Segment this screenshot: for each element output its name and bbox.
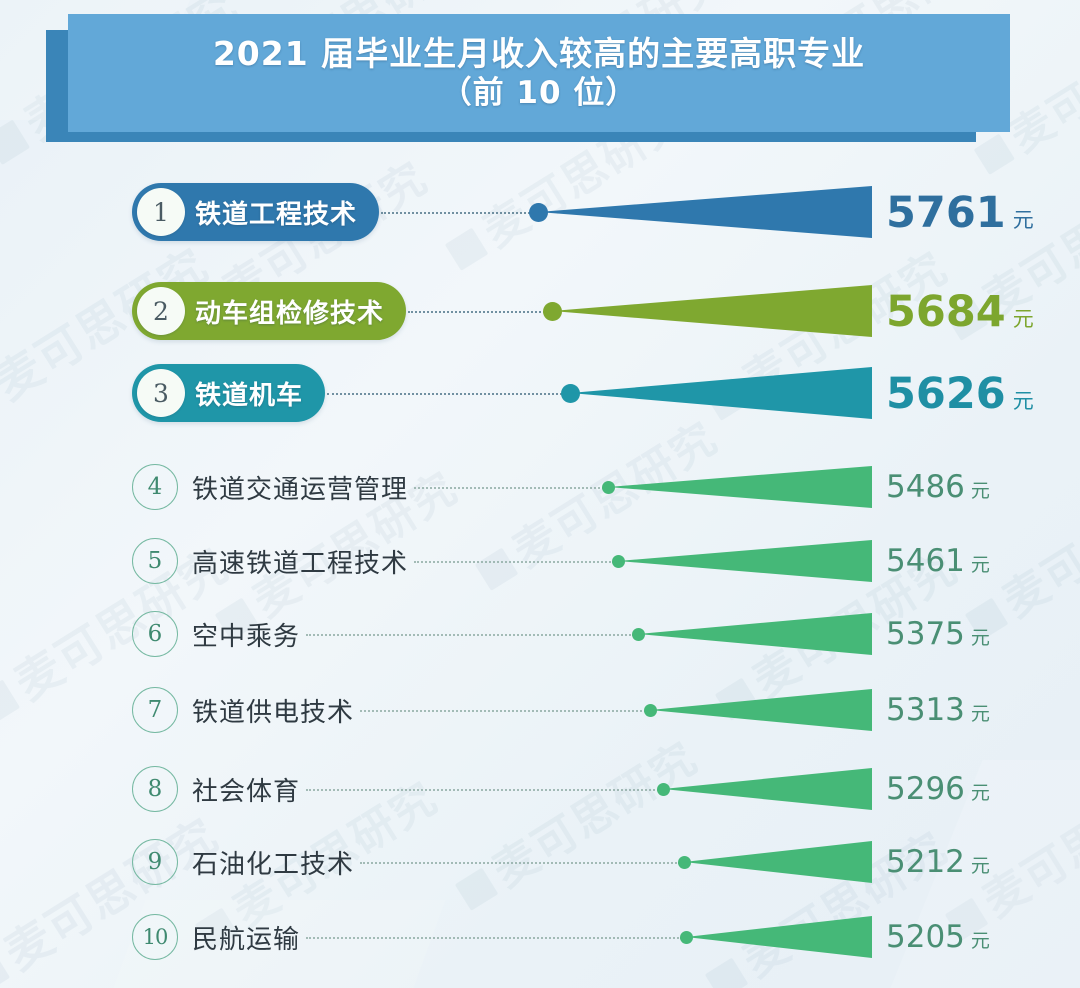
value-number: 5313: [886, 692, 965, 728]
value-wedge: [638, 608, 872, 660]
value-label: 5212 元: [886, 844, 990, 880]
leader-line: [414, 561, 614, 565]
rank-plain[interactable]: 7 铁道供电技术: [132, 683, 354, 737]
rank-pill[interactable]: 3 铁道机车: [132, 364, 326, 422]
rank-badge: 4: [132, 464, 178, 510]
page-title-line2: （前 10 位）: [440, 74, 638, 111]
value-label: 5296 元: [886, 771, 990, 807]
rank-badge: 9: [132, 839, 178, 885]
row-label[interactable]: 7 铁道供电技术: [132, 683, 354, 737]
major-name: 社会体育: [192, 775, 301, 806]
value-number: 5761: [886, 188, 1006, 238]
value-label: 5761 元: [886, 188, 1034, 238]
rank-plain[interactable]: 9 石油化工技术: [132, 835, 354, 889]
leader-line: [414, 487, 604, 491]
major-name: 民航运输: [192, 923, 301, 954]
value-label: 5313 元: [886, 692, 990, 728]
leader-line: [306, 937, 682, 941]
rank-badge: 8: [132, 766, 178, 812]
value-unit: 元: [970, 703, 990, 725]
leader-line: [408, 311, 548, 315]
value-wedge: [650, 684, 872, 736]
rank-pill[interactable]: 2 动车组检修技术: [132, 282, 407, 340]
row-label[interactable]: 1 铁道工程技术: [132, 183, 380, 241]
value-wedge: [684, 836, 872, 888]
title-banner: 2021 届毕业生月收入较高的主要高职专业 （前 10 位）: [46, 14, 1010, 142]
rank-badge: 1: [137, 188, 185, 236]
row-label[interactable]: 5 高速铁道工程技术: [132, 534, 408, 588]
value-number: 5296: [886, 771, 965, 807]
value-label: 5626 元: [886, 369, 1034, 419]
banner-body: 2021 届毕业生月收入较高的主要高职专业 （前 10 位）: [68, 14, 1010, 132]
rank-plain[interactable]: 4 铁道交通运营管理: [132, 460, 408, 514]
major-name: 铁道交通运营管理: [192, 473, 409, 504]
rank-badge: 2: [137, 287, 185, 335]
row-label[interactable]: 4 铁道交通运营管理: [132, 460, 408, 514]
leader-line: [306, 789, 659, 793]
value-label: 5486 元: [886, 469, 990, 505]
major-name: 铁道机车: [195, 379, 304, 410]
value-unit: 元: [1012, 307, 1034, 331]
major-name: 动车组检修技术: [195, 297, 385, 328]
major-name: 空中乘务: [192, 620, 301, 651]
leader-line: [306, 634, 634, 638]
value-unit: 元: [970, 782, 990, 804]
rank-badge: 7: [132, 687, 178, 733]
rank-badge: 5: [132, 538, 178, 584]
value-number: 5684: [886, 287, 1006, 337]
value-unit: 元: [970, 554, 990, 576]
value-number: 5486: [886, 469, 965, 505]
value-unit: 元: [1012, 389, 1034, 413]
row-label[interactable]: 10 民航运输: [132, 910, 300, 964]
rank-plain[interactable]: 8 社会体育: [132, 762, 300, 816]
major-name: 石油化工技术: [192, 848, 355, 879]
row-label[interactable]: 9 石油化工技术: [132, 835, 354, 889]
rank-badge: 6: [132, 611, 178, 657]
value-unit: 元: [970, 627, 990, 649]
value-number: 5205: [886, 919, 965, 955]
value-unit: 元: [970, 480, 990, 502]
row-label[interactable]: 8 社会体育: [132, 762, 300, 816]
page-title-line1: 2021 届毕业生月收入较高的主要高职专业: [212, 33, 866, 73]
leader-line: [327, 393, 566, 397]
value-wedge: [618, 535, 872, 587]
value-label: 5461 元: [886, 543, 990, 579]
value-label: 5375 元: [886, 616, 990, 652]
row-label[interactable]: 3 铁道机车: [132, 364, 326, 422]
value-label: 5205 元: [886, 919, 990, 955]
value-label: 5684 元: [886, 287, 1034, 337]
value-unit: 元: [970, 855, 990, 877]
rank-plain[interactable]: 10 民航运输: [132, 910, 300, 964]
major-name: 铁道供电技术: [192, 696, 355, 727]
value-wedge: [538, 180, 872, 244]
rank-plain[interactable]: 6 空中乘务: [132, 607, 300, 661]
rank-plain[interactable]: 5 高速铁道工程技术: [132, 534, 408, 588]
rank-badge: 3: [137, 369, 185, 417]
value-wedge: [570, 361, 872, 425]
value-wedge: [663, 763, 872, 815]
rank-badge: 10: [132, 914, 178, 960]
watermark-text: 麦可思研究: [444, 723, 708, 921]
major-name: 铁道工程技术: [195, 198, 358, 229]
row-label[interactable]: 2 动车组检修技术: [132, 282, 407, 340]
row-label[interactable]: 6 空中乘务: [132, 607, 300, 661]
major-name: 高速铁道工程技术: [192, 547, 409, 578]
value-wedge: [686, 911, 872, 963]
value-number: 5461: [886, 543, 965, 579]
leader-line: [360, 710, 646, 714]
value-number: 5212: [886, 844, 965, 880]
value-unit: 元: [1012, 208, 1034, 232]
leader-line: [381, 212, 534, 216]
value-unit: 元: [970, 930, 990, 952]
value-wedge: [552, 279, 872, 343]
leader-line: [360, 862, 680, 866]
rank-pill[interactable]: 1 铁道工程技术: [132, 183, 380, 241]
value-number: 5626: [886, 369, 1006, 419]
value-number: 5375: [886, 616, 965, 652]
value-wedge: [608, 461, 872, 513]
